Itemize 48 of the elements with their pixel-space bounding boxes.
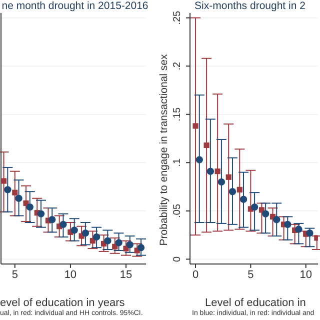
point bbox=[104, 237, 112, 244]
point bbox=[60, 220, 67, 228]
y-tick-label: 0 bbox=[172, 256, 183, 262]
point bbox=[236, 186, 242, 192]
point bbox=[1, 178, 7, 184]
x-axis-title: evel of education in years bbox=[0, 297, 125, 309]
x-tick-label: 15 bbox=[120, 268, 132, 281]
point bbox=[126, 241, 134, 248]
y-tick-label: .25 bbox=[172, 10, 183, 25]
point bbox=[295, 226, 302, 233]
y-tick-label: .05 bbox=[172, 204, 183, 218]
point bbox=[226, 174, 232, 180]
x-tick-label: 0 bbox=[192, 268, 199, 281]
point bbox=[240, 196, 248, 203]
point bbox=[192, 123, 198, 129]
point bbox=[206, 168, 214, 175]
x-tick-label: 5 bbox=[248, 268, 254, 281]
chart-title: Six-months drought in 2 bbox=[194, 0, 306, 12]
y-tick-label: .1 bbox=[172, 158, 183, 167]
x-tick-label: 10 bbox=[64, 268, 77, 281]
point bbox=[284, 220, 292, 228]
point bbox=[37, 210, 45, 218]
y-tick-label: .2 bbox=[172, 61, 183, 70]
point bbox=[92, 233, 100, 241]
x-tick-label: 10 bbox=[300, 268, 312, 281]
point bbox=[12, 190, 18, 196]
point bbox=[196, 156, 203, 164]
point bbox=[262, 210, 270, 218]
point bbox=[4, 186, 12, 194]
chart-title: ne month drought in 2015-2016 bbox=[0, 0, 150, 12]
point bbox=[250, 203, 258, 211]
x-tick-label: 5 bbox=[12, 268, 18, 281]
point bbox=[48, 216, 56, 224]
point bbox=[70, 226, 78, 234]
point bbox=[15, 194, 22, 202]
point bbox=[306, 230, 314, 237]
point bbox=[137, 244, 145, 252]
point bbox=[218, 178, 226, 186]
y-tick-label: .15 bbox=[172, 106, 183, 122]
point bbox=[204, 142, 210, 148]
point bbox=[26, 203, 34, 211]
x-axis-title: Level of education in bbox=[205, 297, 306, 309]
point bbox=[228, 188, 236, 196]
point bbox=[82, 230, 90, 237]
point bbox=[214, 168, 220, 174]
point bbox=[115, 239, 122, 246]
point bbox=[273, 216, 280, 224]
y-axis-title: Probability to engage in transactional sex bbox=[158, 54, 170, 246]
